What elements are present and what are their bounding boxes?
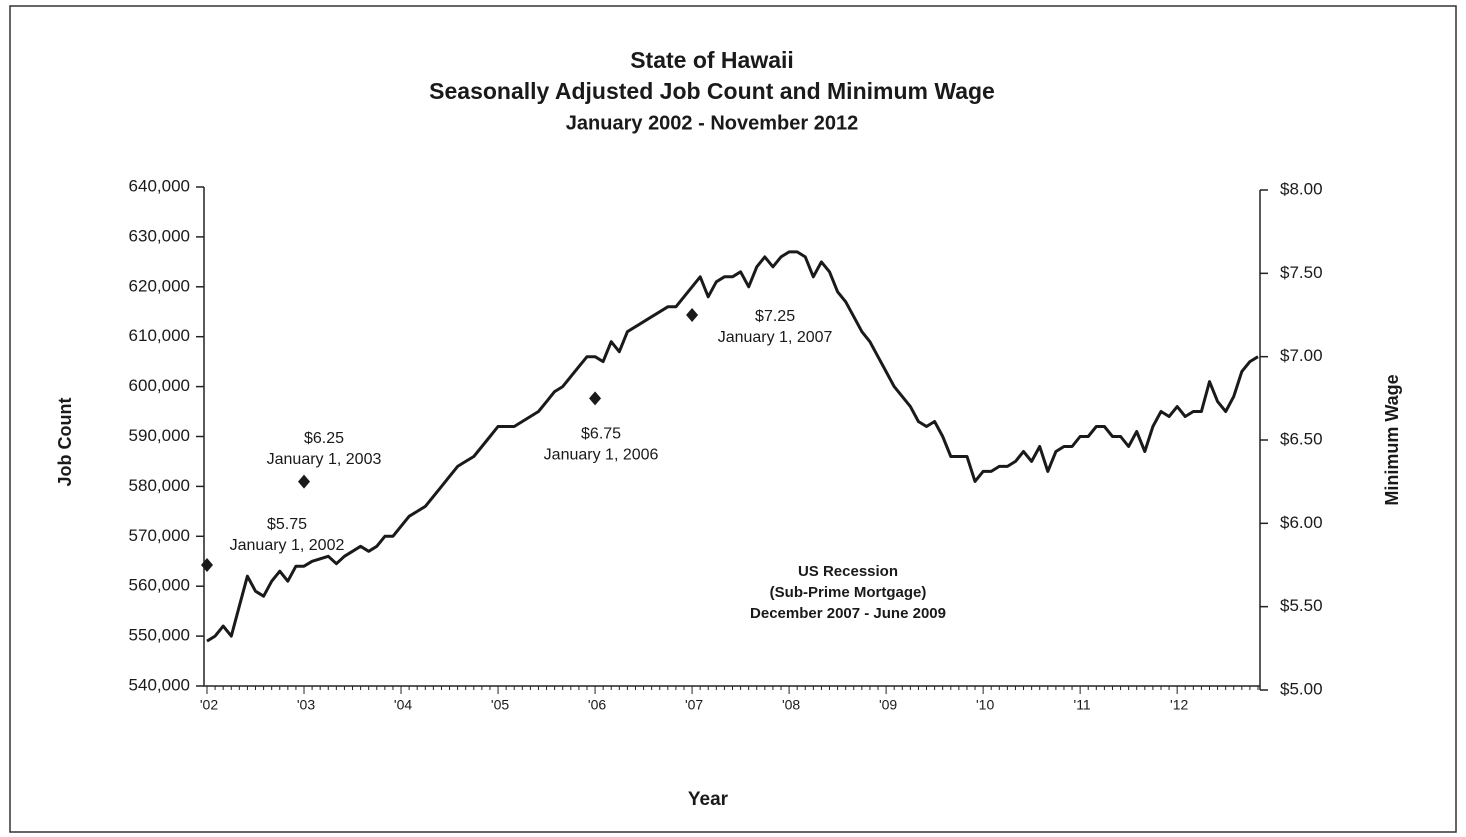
y-tick-label: 570,000 (129, 526, 190, 545)
x-tick-label: '08 (782, 697, 800, 713)
annotation: December 2007 - June 2009 (750, 605, 946, 622)
chart-subtitle: January 2002 - November 2012 (566, 112, 858, 134)
annotation: US Recession (798, 563, 898, 580)
x-tick-label: '02 (200, 697, 218, 713)
y-tick-label: 630,000 (129, 226, 190, 245)
x-axis-title: Year (688, 789, 729, 810)
chart-subtitle: Seasonally Adjusted Job Count and Minimu… (429, 78, 995, 104)
x-tick-label: '04 (394, 697, 412, 713)
annotation: (Sub-Prime Mortgage) (770, 584, 927, 601)
x-tick-label: '09 (879, 697, 897, 713)
y-tick-label: 560,000 (129, 576, 190, 595)
wage-point (686, 308, 699, 322)
y-tick-label: 600,000 (129, 376, 190, 395)
y2-tick-label: $5.50 (1280, 596, 1323, 615)
wage-point (298, 474, 311, 489)
y-tick-label: 620,000 (129, 276, 190, 295)
value-label: $6.75 (581, 426, 621, 443)
y-tick-label: 550,000 (129, 626, 190, 645)
x-tick-label: '03 (297, 697, 315, 713)
y-tick-label: 640,000 (129, 176, 190, 195)
x-tick-label: '10 (976, 697, 994, 713)
y2-tick-label: $8.00 (1280, 179, 1323, 198)
y-axis-title: Job Count (55, 398, 75, 487)
point-label: January 1, 2002 (230, 537, 345, 554)
y2-tick-label: $6.00 (1280, 513, 1323, 532)
value-label: $5.75 (267, 516, 307, 533)
job-count-line (206, 250, 1259, 643)
y2-tick-label: $6.50 (1280, 429, 1323, 448)
y-tick-label: 590,000 (129, 426, 190, 445)
x-tick-label: '11 (1074, 697, 1091, 713)
wage-point (201, 558, 213, 572)
x-tick-label: '12 (1170, 697, 1188, 713)
chart-title: State of Hawaii (630, 47, 794, 73)
frame (9, 5, 1457, 833)
wage-point (589, 391, 602, 406)
point-label: January 1, 2006 (544, 447, 659, 464)
x-tick-label: '06 (588, 697, 606, 713)
y-tick-label: 610,000 (129, 326, 190, 345)
point-label: January 1, 2003 (267, 451, 382, 468)
y-tick-label: 580,000 (129, 476, 190, 495)
y2-axis-title: Minimum Wage (1382, 374, 1402, 505)
y-tick-label: 540,000 (129, 675, 190, 694)
point-label: January 1, 2007 (718, 329, 833, 346)
x-tick-label: '05 (491, 697, 509, 713)
value-label: $6.25 (304, 430, 344, 447)
x-tick-label: '07 (685, 697, 703, 713)
y2-tick-label: $7.50 (1280, 263, 1323, 282)
value-label: $7.25 (755, 308, 795, 325)
y2-tick-label: $5.00 (1280, 679, 1323, 698)
y2-tick-label: $7.00 (1280, 346, 1323, 365)
